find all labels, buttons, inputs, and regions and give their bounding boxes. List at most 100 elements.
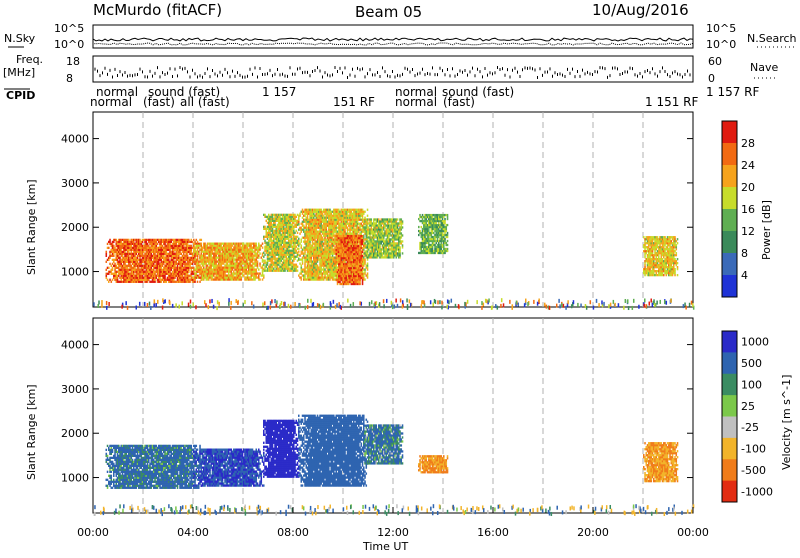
echo-cell	[338, 209, 340, 211]
echo-cell	[154, 253, 156, 255]
echo-cell	[109, 257, 111, 259]
station-title: McMurdo (fitACF)	[93, 1, 222, 19]
echo-cell	[258, 276, 260, 278]
echo-cell	[293, 234, 295, 236]
echo-cell	[113, 245, 115, 247]
echo-cell	[284, 270, 286, 272]
echo-cell	[359, 217, 361, 219]
echo-cell	[193, 239, 195, 241]
echo-cell	[301, 278, 303, 280]
echo-cell	[113, 241, 115, 243]
echo-cell	[143, 251, 145, 253]
echo-cell	[291, 258, 293, 260]
echo-cell	[324, 237, 326, 239]
echo-cell	[148, 279, 150, 281]
echo-cell	[271, 222, 273, 224]
echo-cell	[367, 276, 369, 278]
echo-cell	[302, 260, 304, 262]
echo-cell	[298, 240, 300, 242]
echo-cell	[268, 214, 270, 216]
echo-cell	[266, 220, 268, 222]
echo-cell	[137, 261, 139, 263]
echo-cell	[323, 245, 325, 247]
echo-cell	[313, 217, 315, 219]
echo-cell	[191, 249, 193, 251]
echo-cell	[302, 209, 304, 211]
echo-cell	[187, 273, 189, 275]
echo-cell	[253, 266, 255, 268]
echo-cell	[353, 227, 355, 229]
echo-cell	[257, 264, 259, 266]
echo-cell	[283, 258, 285, 260]
echo-cell	[304, 252, 306, 254]
echo-cell	[216, 258, 218, 260]
echo-cell	[107, 243, 109, 245]
echo-cell	[367, 266, 369, 268]
echo-cell	[189, 265, 191, 267]
echo-cell	[288, 266, 290, 268]
echo-cell	[292, 262, 294, 264]
echo-cell	[247, 274, 249, 276]
echo-cell	[198, 276, 200, 278]
echo-cell	[169, 249, 171, 251]
echo-cell	[156, 241, 158, 243]
echo-cell	[147, 281, 149, 283]
echo-cell	[259, 264, 261, 266]
echo-cell	[258, 254, 260, 256]
echo-cell	[291, 236, 293, 238]
echo-cell	[293, 254, 295, 256]
echo-cell	[332, 247, 334, 249]
echo-cell	[262, 266, 264, 268]
echo-cell	[139, 257, 141, 259]
echo-cell	[191, 245, 193, 247]
echo-cell	[263, 276, 265, 278]
echo-cell	[263, 238, 265, 240]
echo-cell	[364, 211, 366, 213]
echo-cell	[264, 240, 266, 242]
echo-cell	[106, 253, 108, 255]
echo-cell	[163, 263, 165, 265]
echo-region	[336, 235, 364, 285]
echo-cell	[367, 209, 369, 211]
echo-cell	[367, 262, 369, 264]
nsearch-label: N.Search	[747, 32, 797, 45]
echo-cell	[278, 264, 280, 266]
echo-cell	[266, 230, 268, 232]
echo-cell	[111, 265, 113, 267]
echo-cell	[326, 219, 328, 221]
echo-cell	[176, 243, 178, 245]
echo-cell	[363, 213, 365, 215]
echo-cell	[264, 260, 266, 262]
echo-cell	[258, 268, 260, 270]
echo-cell	[161, 281, 163, 283]
echo-cell	[108, 259, 110, 261]
echo-cell	[233, 274, 235, 276]
echo-cell	[258, 256, 260, 258]
echo-cell	[129, 263, 131, 265]
echo-cell	[321, 270, 323, 272]
echo-cell	[257, 266, 259, 268]
echo-cell	[108, 247, 110, 249]
echo-cell	[204, 254, 206, 256]
echo-cell	[273, 240, 275, 242]
noise-tick-top-right: 10^5	[706, 22, 736, 35]
echo-cell	[293, 228, 295, 230]
echo-cell	[157, 243, 159, 245]
echo-cell	[109, 239, 111, 241]
echo-cell	[106, 269, 108, 271]
echo-cell	[281, 244, 283, 246]
echo-cell	[164, 275, 166, 277]
echo-cell	[171, 241, 173, 243]
noise-tick-top-left: 10^5	[54, 22, 84, 35]
echo-cell	[134, 255, 136, 257]
echo-cell	[324, 274, 326, 276]
echo-cell	[198, 252, 200, 254]
echo-cell	[258, 274, 260, 276]
echo-cell	[142, 241, 144, 243]
echo-cell	[203, 264, 205, 266]
echo-cell	[113, 261, 115, 263]
echo-cell	[359, 227, 361, 229]
echo-cell	[194, 281, 196, 283]
echo-cell	[153, 263, 155, 265]
echo-cell	[151, 253, 153, 255]
